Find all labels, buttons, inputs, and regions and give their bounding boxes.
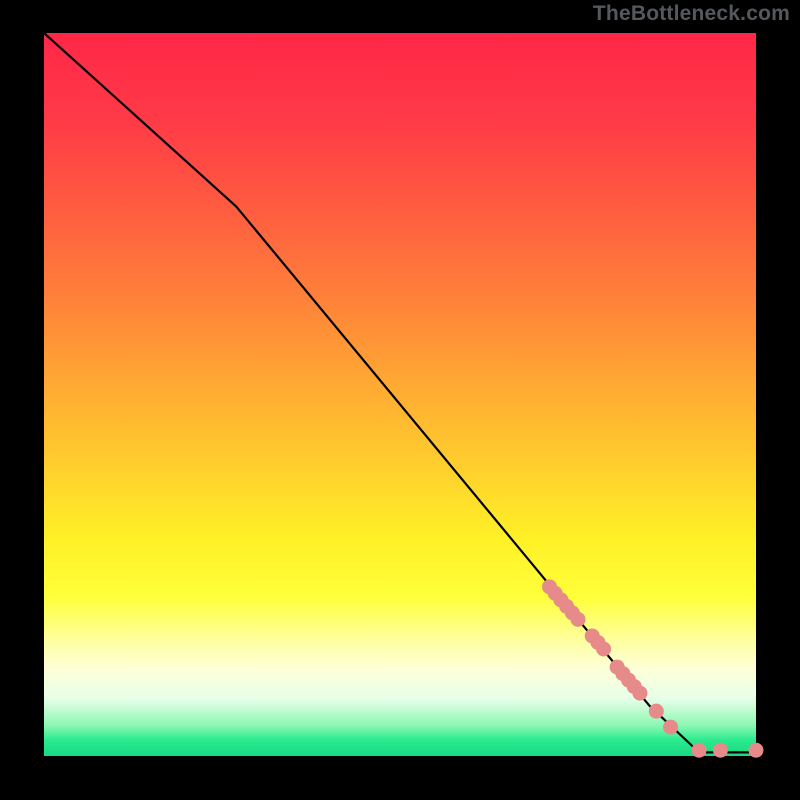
data-marker (692, 743, 706, 757)
attribution-text: TheBottleneck.com (593, 2, 790, 26)
chart-svg (0, 0, 800, 800)
plot-background (44, 33, 756, 756)
data-marker (713, 743, 727, 757)
data-marker (597, 642, 611, 656)
data-marker (649, 704, 663, 718)
data-marker (749, 743, 763, 757)
data-marker (571, 612, 585, 626)
chart-container: TheBottleneck.com (0, 0, 800, 800)
data-marker (633, 686, 647, 700)
data-marker (664, 720, 678, 734)
